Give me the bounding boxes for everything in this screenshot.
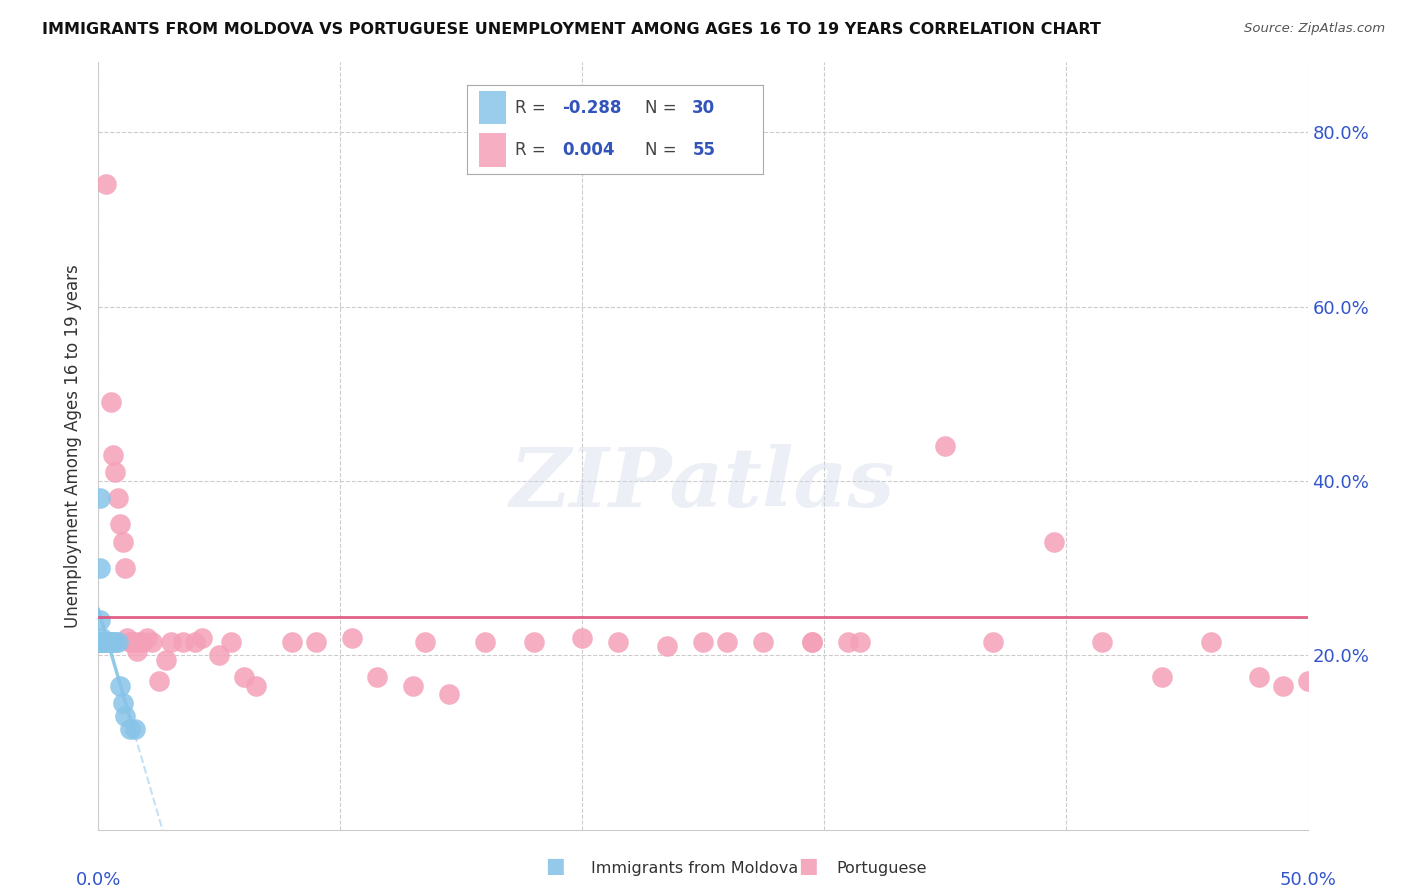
- Point: [91, 635, 114, 649]
- Y-axis label: Unemployment Among Ages 16 to 19 years: Unemployment Among Ages 16 to 19 years: [63, 264, 82, 628]
- Point: [402, 679, 425, 693]
- Point: [89, 491, 111, 506]
- Point: [305, 635, 328, 649]
- Text: 50.0%: 50.0%: [1279, 871, 1336, 889]
- Point: [837, 635, 859, 649]
- Point: [89, 561, 111, 575]
- Point: [1091, 635, 1114, 649]
- Point: [100, 635, 122, 649]
- Point: [849, 635, 872, 649]
- Point: [104, 635, 127, 649]
- Point: [607, 635, 630, 649]
- Point: [148, 674, 170, 689]
- Text: Source: ZipAtlas.com: Source: ZipAtlas.com: [1244, 22, 1385, 36]
- Point: [523, 635, 546, 649]
- Point: [716, 635, 738, 649]
- Point: [111, 696, 134, 710]
- Text: ZIPatlas: ZIPatlas: [510, 444, 896, 524]
- Point: [118, 723, 141, 737]
- Point: [474, 635, 496, 649]
- Point: [90, 635, 112, 649]
- Point: [94, 635, 117, 649]
- Text: 0.0%: 0.0%: [76, 871, 121, 889]
- Point: [91, 635, 114, 649]
- Point: [413, 635, 436, 649]
- Point: [692, 635, 714, 649]
- Point: [97, 635, 120, 649]
- Point: [97, 635, 120, 649]
- Point: [101, 448, 124, 462]
- Point: [655, 640, 678, 654]
- Point: [94, 635, 117, 649]
- Point: [100, 635, 122, 649]
- Point: [1296, 674, 1319, 689]
- Point: [89, 613, 111, 627]
- Point: [108, 679, 131, 693]
- Text: IMMIGRANTS FROM MOLDOVA VS PORTUGUESE UNEMPLOYMENT AMONG AGES 16 TO 19 YEARS COR: IMMIGRANTS FROM MOLDOVA VS PORTUGUESE UN…: [42, 22, 1101, 37]
- Point: [1272, 679, 1295, 693]
- Point: [221, 635, 243, 649]
- Point: [124, 635, 146, 649]
- Point: [131, 635, 153, 649]
- Point: [91, 631, 114, 645]
- Point: [91, 635, 114, 649]
- Point: [934, 439, 956, 453]
- Point: [1199, 635, 1222, 649]
- Point: [107, 491, 129, 506]
- Point: [97, 635, 120, 649]
- Text: Portuguese: Portuguese: [837, 861, 927, 876]
- Point: [366, 670, 388, 684]
- Point: [752, 635, 775, 649]
- Point: [90, 635, 112, 649]
- Point: [121, 635, 143, 649]
- Point: [111, 534, 134, 549]
- Point: [127, 644, 149, 658]
- Point: [232, 670, 254, 684]
- Point: [90, 635, 112, 649]
- Point: [191, 631, 214, 645]
- Point: [981, 635, 1004, 649]
- Point: [94, 178, 117, 192]
- Text: Immigrants from Moldova: Immigrants from Moldova: [591, 861, 797, 876]
- Point: [160, 635, 183, 649]
- Point: [155, 652, 177, 666]
- Point: [172, 635, 194, 649]
- Point: [1249, 670, 1271, 684]
- Point: [800, 635, 823, 649]
- Point: [342, 631, 364, 645]
- Point: [245, 679, 267, 693]
- Point: [437, 688, 460, 702]
- Point: [118, 635, 141, 649]
- Point: [184, 635, 207, 649]
- Point: [1042, 534, 1064, 549]
- Point: [104, 465, 127, 479]
- Text: ■: ■: [546, 856, 565, 876]
- Point: [101, 635, 124, 649]
- Point: [1152, 670, 1174, 684]
- Point: [114, 709, 136, 723]
- Point: [100, 395, 122, 409]
- Point: [94, 635, 117, 649]
- Point: [107, 635, 129, 649]
- Point: [124, 723, 146, 737]
- Point: [208, 648, 231, 663]
- Point: [128, 635, 150, 649]
- Point: [114, 561, 136, 575]
- Point: [108, 517, 131, 532]
- Point: [800, 635, 823, 649]
- Point: [91, 635, 114, 649]
- Point: [94, 635, 117, 649]
- Point: [135, 631, 157, 645]
- Text: ■: ■: [799, 856, 818, 876]
- Point: [141, 635, 163, 649]
- Point: [91, 635, 114, 649]
- Point: [117, 631, 139, 645]
- Point: [91, 635, 114, 649]
- Point: [281, 635, 304, 649]
- Point: [571, 631, 593, 645]
